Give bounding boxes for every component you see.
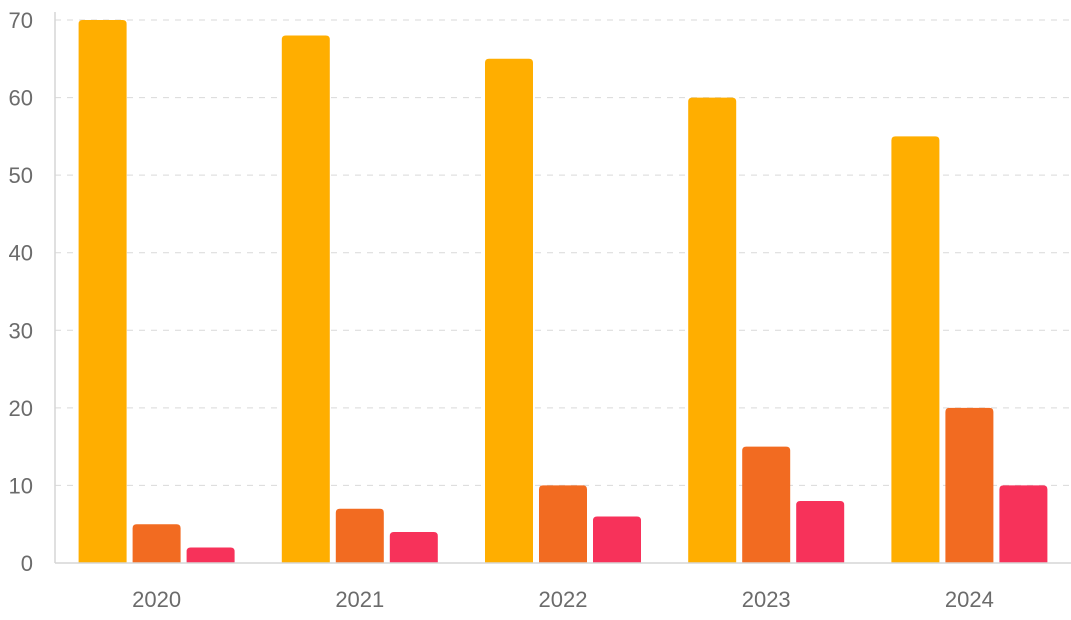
axes xyxy=(54,12,1071,564)
y-tick-label: 70 xyxy=(9,8,33,33)
y-tick-label: 20 xyxy=(9,396,33,421)
x-tick-label: 2020 xyxy=(132,587,181,612)
y-tick-label: 0 xyxy=(21,551,33,576)
x-tick-label: 2024 xyxy=(945,587,994,612)
bar xyxy=(999,485,1048,563)
bar xyxy=(796,500,845,563)
bar xyxy=(78,20,127,563)
tick-labels: 0 10 20 30 40 50 60 70 2020 2021 2022 2023 2024 xyxy=(9,8,994,612)
bar xyxy=(593,516,641,563)
x-tick-label: 2021 xyxy=(335,587,384,612)
x-tick-label: 2022 xyxy=(539,587,588,612)
bars xyxy=(78,20,1048,564)
bar xyxy=(281,35,330,564)
bar xyxy=(335,508,384,563)
bar xyxy=(945,407,994,563)
bar xyxy=(485,58,533,564)
bar xyxy=(891,136,940,563)
y-tick-label: 30 xyxy=(9,318,33,343)
bar xyxy=(132,524,181,563)
bar xyxy=(389,531,438,563)
bar xyxy=(742,446,791,563)
y-tick-label: 50 xyxy=(9,163,33,188)
gridlines xyxy=(55,19,1071,486)
y-tick-label: 40 xyxy=(9,241,33,266)
y-tick-label: 60 xyxy=(9,86,33,111)
y-tick-label: 10 xyxy=(9,473,33,498)
bar xyxy=(186,547,235,563)
bar xyxy=(539,485,587,563)
x-tick-label: 2023 xyxy=(742,587,791,612)
bar xyxy=(688,97,737,564)
